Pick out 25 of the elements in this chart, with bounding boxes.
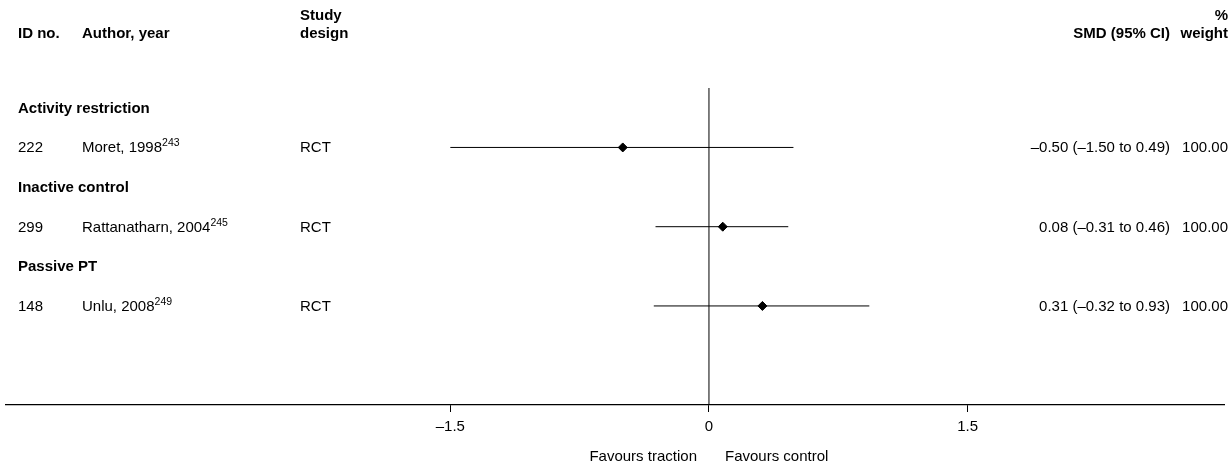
y-tick-label: Passive PT (18, 257, 98, 275)
x-tick-label: 1.5 (957, 417, 979, 435)
x-tick-label: 0 (704, 417, 714, 435)
text: ID no. (18, 24, 60, 41)
annotation: 0.08 (–0.31 to 0.46) (1039, 217, 1171, 235)
text: SMD (95% CI) (1073, 24, 1171, 41)
annotation: 299 (18, 217, 44, 235)
text: % weight (1179, 6, 1229, 41)
annotation: 100.00 (1182, 217, 1229, 235)
y-tick-label: Activity restriction (18, 98, 150, 116)
annotation: 222 (18, 138, 44, 156)
annotation: –0.50 (–1.50 to 0.49) (1030, 138, 1171, 156)
annotation: RCT (300, 296, 331, 314)
text: Study design (300, 6, 349, 41)
annotation: 100.00 (1182, 296, 1229, 314)
text: Favours traction (589, 447, 697, 464)
annotation: RCT (300, 217, 331, 235)
annotation: RCT (300, 138, 331, 156)
annotation: 0.31 (–0.32 to 0.93) (1039, 296, 1171, 314)
x-tick-label: –1.5 (435, 417, 465, 435)
annotation: 100.00 (1182, 138, 1229, 156)
text: Favours control (724, 447, 829, 464)
text: Author, year (82, 24, 170, 41)
annotation: 148 (18, 296, 44, 314)
y-tick-label: Inactive control (18, 178, 129, 196)
